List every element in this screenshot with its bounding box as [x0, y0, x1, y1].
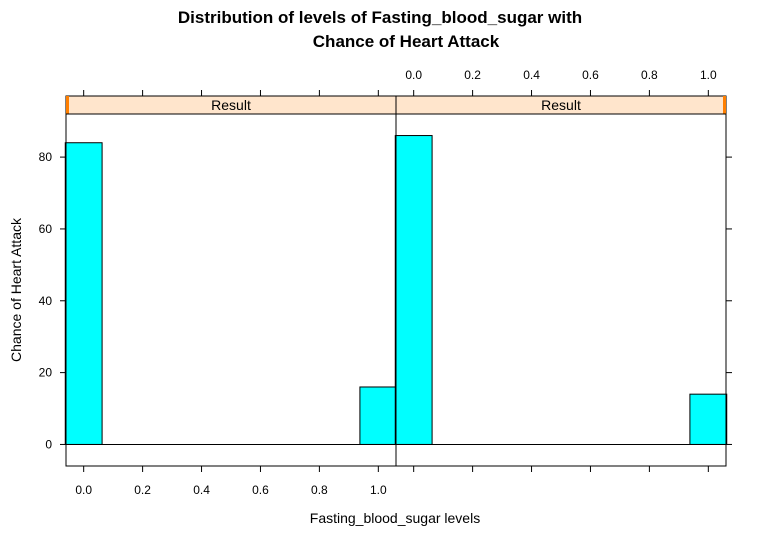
- x-tick-label: 0.6: [582, 68, 599, 82]
- x-tick-label: 0.0: [405, 68, 422, 82]
- x-tick-label: 0.2: [464, 68, 481, 82]
- bar: [394, 135, 433, 445]
- y-tick-label: 60: [39, 222, 53, 236]
- x-tick-label: 0.8: [641, 68, 658, 82]
- y-tick-label: 40: [39, 294, 53, 308]
- bar: [64, 142, 103, 445]
- x-tick-label: 0.8: [311, 483, 328, 497]
- y-tick-label: 0: [45, 437, 52, 451]
- chart-title-line-2: Chance of Heart Attack: [313, 32, 500, 51]
- chart-title: Distribution of levels of Fasting_blood_…: [178, 8, 582, 51]
- panel-2: Result 0.0 0.2 0.4 0.6 0.8 1.0: [394, 68, 728, 472]
- x-tick-label: 1.0: [370, 483, 387, 497]
- y-tick-label: 80: [39, 150, 53, 164]
- strip-level-marker: [723, 96, 726, 114]
- panel-border: [65, 113, 397, 467]
- x-tick-label: 0.4: [523, 68, 540, 82]
- x-tick-label: 1.0: [700, 68, 717, 82]
- x-tick-label: 0.0: [75, 483, 92, 497]
- strip-label: Result: [211, 97, 251, 113]
- x-tick-label: 0.4: [193, 483, 210, 497]
- panel-1: Result 0.0 0.2 0.4 0.6 0.8 1.0: [64, 90, 398, 497]
- bar: [359, 386, 398, 445]
- x-tick-label: 0.2: [134, 483, 151, 497]
- strip-label: Result: [541, 97, 581, 113]
- panel-border: [395, 113, 727, 467]
- x-tick-label: 0.6: [252, 483, 269, 497]
- strip-level-marker: [66, 96, 69, 114]
- plot-area: Result 0.0 0.2 0.4 0.6 0.8 1.0 Result 0.0 0.2 0.4 0…: [39, 68, 732, 497]
- y-axis-label: Chance of Heart Attack: [8, 217, 24, 362]
- x-axis-label: Fasting_blood_sugar levels: [310, 510, 480, 526]
- y-tick-label: 20: [39, 366, 53, 380]
- chart-title-line-1: Distribution of levels of Fasting_blood_…: [178, 8, 582, 27]
- bar: [689, 393, 728, 445]
